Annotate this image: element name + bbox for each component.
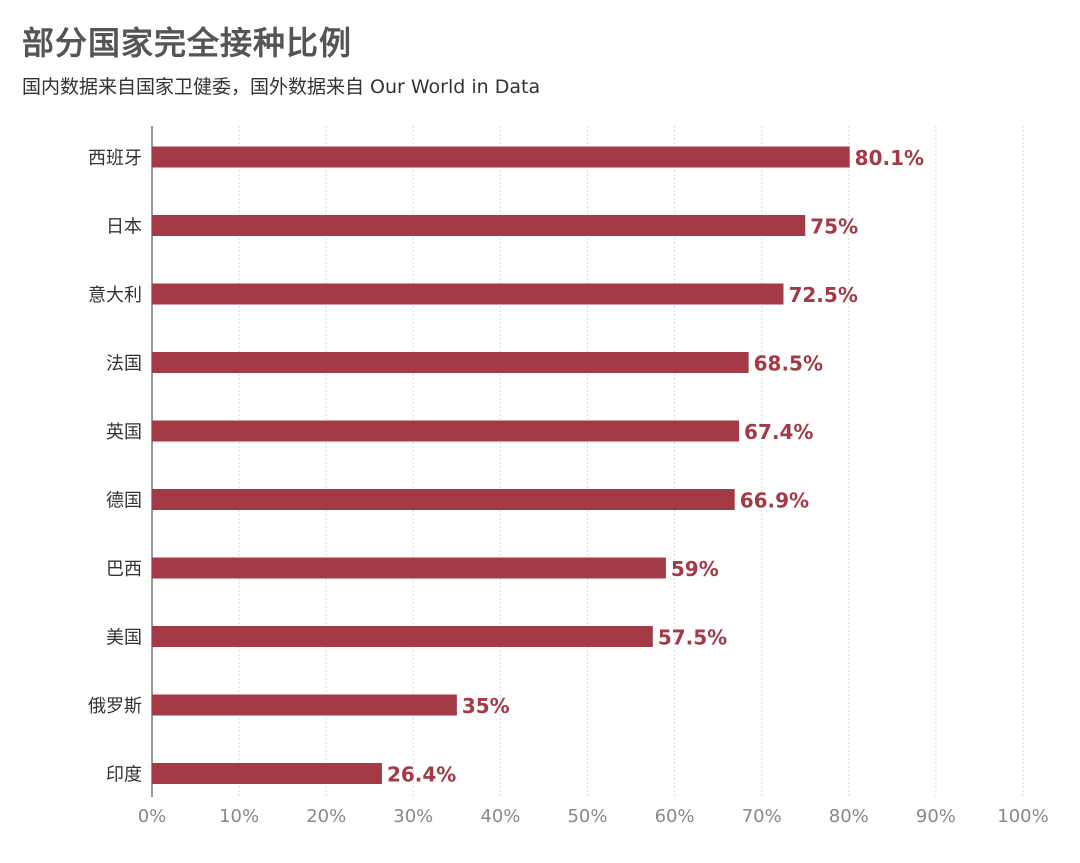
data-label: 67.4%	[744, 420, 813, 444]
bar	[152, 694, 457, 716]
bar	[152, 352, 749, 373]
x-tick-label: 100%	[997, 806, 1048, 827]
bar	[152, 557, 666, 579]
data-label: 57.5%	[658, 626, 727, 650]
x-tick-label: 20%	[306, 806, 346, 827]
data-label: 35%	[462, 694, 510, 718]
data-label: 66.9%	[740, 489, 809, 513]
category-label: 美国	[106, 628, 142, 649]
bar	[152, 215, 806, 236]
category-label: 法国	[106, 354, 142, 375]
category-label: 意大利	[88, 285, 142, 306]
data-label: 80.1%	[855, 146, 924, 170]
x-tick-label: 80%	[829, 806, 869, 827]
bar	[152, 283, 784, 305]
data-label: 68.5%	[754, 352, 823, 376]
x-tick-label: 50%	[567, 806, 607, 827]
category-label: 日本	[106, 217, 142, 238]
data-label: 75%	[810, 215, 858, 239]
x-tick-label: 70%	[742, 806, 782, 827]
bar	[152, 763, 382, 784]
chart-title: 部分国家完全接种比例	[22, 24, 353, 62]
x-tick-label: 0%	[138, 806, 167, 827]
bar	[152, 420, 740, 442]
x-tick-label: 10%	[219, 806, 259, 827]
data-label: 72.5%	[788, 283, 857, 307]
x-tick-label: 30%	[393, 806, 433, 827]
x-tick-label: 40%	[480, 806, 520, 827]
chart-subtitle: 国内数据来自国家卫健委，国外数据来自 Our World in Data	[22, 76, 541, 98]
bar	[152, 146, 850, 168]
bar	[152, 626, 653, 647]
data-label: 26.4%	[387, 763, 456, 787]
data-label: 59%	[671, 557, 719, 581]
category-label: 西班牙	[88, 148, 142, 169]
category-label: 德国	[106, 491, 142, 512]
bar	[152, 489, 735, 510]
x-tick-label: 60%	[655, 806, 695, 827]
x-tick-label: 90%	[916, 806, 956, 827]
category-label: 英国	[106, 422, 142, 443]
category-label: 俄罗斯	[88, 696, 142, 717]
category-label: 巴西	[106, 559, 142, 580]
category-label: 印度	[106, 765, 142, 786]
